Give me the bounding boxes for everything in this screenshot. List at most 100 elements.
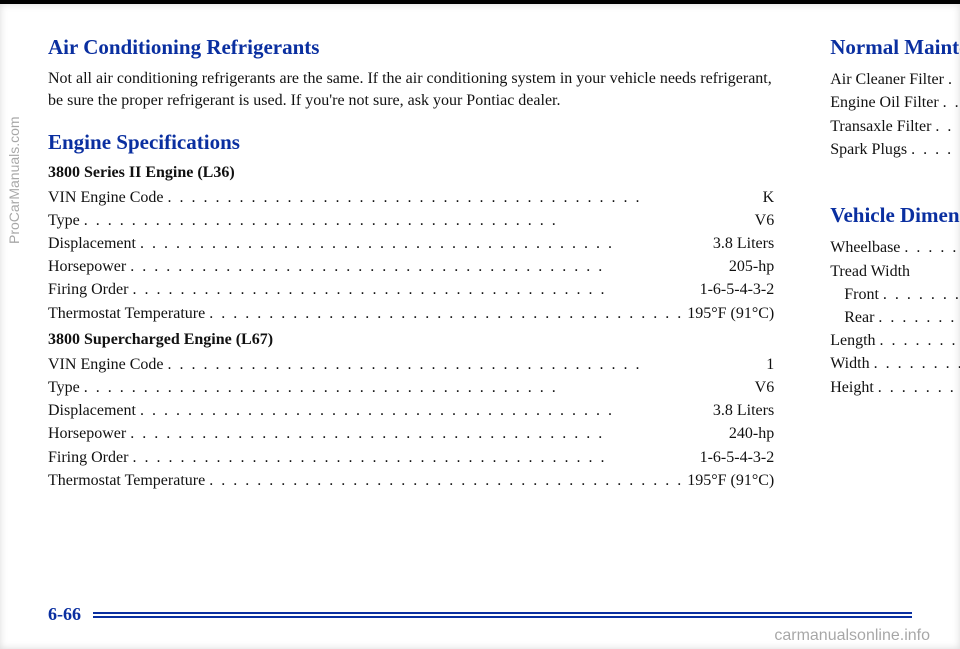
spec-row: Displacement . . . . . . . . . . . . . .… xyxy=(48,232,774,255)
spec-value: V6 xyxy=(755,376,775,399)
engine2-block: 3800 Supercharged Engine (L67) VIN Engin… xyxy=(48,331,774,492)
spec-label: Length xyxy=(830,329,875,352)
leader-dots: . . . . . . . . . . . . . . . . . . . . … xyxy=(939,91,960,114)
tread-width-label: Tread Width xyxy=(830,260,960,283)
content-columns: Air Conditioning Refrigerants Not all ai… xyxy=(48,34,912,498)
spark-plug-gap: Gap: 0.060 inch (1.52 mm) xyxy=(830,161,960,184)
spec-row: Thermostat Temperature . . . . . . . . .… xyxy=(48,302,774,325)
spec-label: Thermostat Temperature xyxy=(48,302,205,325)
page-footer: 6-66 xyxy=(48,604,912,625)
leader-dots: . . . . . . . . . . . . . . . . . . . . … xyxy=(80,376,755,399)
maintenance-title: Normal Maintenance Replacement Parts xyxy=(830,34,960,60)
leader-dots: . . . . . . . . . . . . . . . . . . . . … xyxy=(164,353,767,376)
spec-row: Horsepower . . . . . . . . . . . . . . .… xyxy=(48,255,774,278)
spec-label: Thermostat Temperature xyxy=(48,469,205,492)
spec-label: Wheelbase xyxy=(830,236,900,259)
dimensions-section: Vehicle Dimensions Wheelbase . . . . . .… xyxy=(830,202,960,399)
spec-label: Transaxle Filter xyxy=(830,115,931,138)
leader-dots: . . . . . . . . . . . . . . . . . . . . … xyxy=(80,209,755,232)
spec-value: 3.8 Liters xyxy=(713,232,774,255)
spec-value: 1 xyxy=(766,353,774,376)
leader-dots: . . . . . . . . . . . . . . . . . . . . … xyxy=(136,232,713,255)
leader-dots: . . . . . . . . . . . . . . . . . . . . … xyxy=(126,255,729,278)
left-column: Air Conditioning Refrigerants Not all ai… xyxy=(48,34,774,498)
spec-row: VIN Engine Code . . . . . . . . . . . . … xyxy=(48,186,774,209)
spec-value: 240-hp xyxy=(729,422,774,445)
leader-dots: . . . . . . . . . . . . . . . . . . . . … xyxy=(879,283,960,306)
spec-label: VIN Engine Code xyxy=(48,353,164,376)
leader-dots: . . . . . . . . . . . . . . . . . . . . … xyxy=(870,352,960,375)
spec-value: 195°F (91°C) xyxy=(687,302,774,325)
spec-value: 195°F (91°C) xyxy=(687,469,774,492)
spec-row: Height . . . . . . . . . . . . . . . . .… xyxy=(830,376,960,399)
spec-row: Wheelbase . . . . . . . . . . . . . . . … xyxy=(830,236,960,259)
spec-label: Displacement xyxy=(48,232,136,255)
spec-label: Rear xyxy=(844,306,874,329)
maintenance-section: Normal Maintenance Replacement Parts Air… xyxy=(830,34,960,184)
spec-row: Horsepower . . . . . . . . . . . . . . .… xyxy=(48,422,774,445)
spec-row: Firing Order . . . . . . . . . . . . . .… xyxy=(48,278,774,301)
manual-page: ProCarManuals.com Air Conditioning Refri… xyxy=(0,0,960,649)
leader-dots: . . . . . . . . . . . . . . . . . . . . … xyxy=(944,68,960,91)
engine2-heading: 3800 Supercharged Engine (L67) xyxy=(48,331,774,349)
leader-dots: . . . . . . . . . . . . . . . . . . . . … xyxy=(874,376,960,399)
spec-row: VIN Engine Code . . . . . . . . . . . . … xyxy=(48,353,774,376)
page-number: 6-66 xyxy=(48,604,81,625)
engine1-heading: 3800 Series II Engine (L36) xyxy=(48,164,774,182)
leader-dots: . . . . . . . . . . . . . . . . . . . . … xyxy=(876,329,960,352)
engine-spec-title: Engine Specifications xyxy=(48,129,774,155)
right-column: Normal Maintenance Replacement Parts Air… xyxy=(830,34,960,498)
spec-value: 1-6-5-4-3-2 xyxy=(700,278,775,301)
leader-dots: . . . . . . . . . . . . . . . . . . . . … xyxy=(128,278,699,301)
air-title: Air Conditioning Refrigerants xyxy=(48,34,774,60)
air-paragraph: Not all air conditioning refrigerants ar… xyxy=(48,68,774,111)
leader-dots: . . . . . . . . . . . . . . . . . . . . … xyxy=(164,186,763,209)
spec-row: Spark Plugs . . . . . . . . . . . . . . … xyxy=(830,138,960,161)
spec-row: Width . . . . . . . . . . . . . . . . . … xyxy=(830,352,960,375)
spec-label: Displacement xyxy=(48,399,136,422)
spec-row: Air Cleaner Filter . . . . . . . . . . .… xyxy=(830,68,960,91)
spec-value: 3.8 Liters xyxy=(713,399,774,422)
watermark-left: ProCarManuals.com xyxy=(6,116,22,244)
spec-row: Length . . . . . . . . . . . . . . . . .… xyxy=(830,329,960,352)
leader-dots: . . . . . . . . . . . . . . . . . . . . … xyxy=(931,115,960,138)
spec-value: K xyxy=(763,186,775,209)
leader-dots: . . . . . . . . . . . . . . . . . . . . … xyxy=(874,306,960,329)
spec-row: Engine Oil Filter . . . . . . . . . . . … xyxy=(830,91,960,114)
leader-dots: . . . . . . . . . . . . . . . . . . . . … xyxy=(907,138,960,161)
spec-value: 205-hp xyxy=(729,255,774,278)
leader-dots: . . . . . . . . . . . . . . . . . . . . … xyxy=(128,446,699,469)
spec-label: Tread Width xyxy=(830,260,910,283)
spec-label: Front xyxy=(844,283,879,306)
leader-dots: . . . . . . . . . . . . . . . . . . . . … xyxy=(900,236,960,259)
spec-row: Thermostat Temperature . . . . . . . . .… xyxy=(48,469,774,492)
spec-row: Front . . . . . . . . . . . . . . . . . … xyxy=(830,283,960,306)
spec-row: Displacement . . . . . . . . . . . . . .… xyxy=(48,399,774,422)
watermark-bottom-right: carmanualsonline.info xyxy=(774,627,930,645)
spec-label: Type xyxy=(48,376,80,399)
dimensions-title: Vehicle Dimensions xyxy=(830,202,960,228)
engine1-block: 3800 Series II Engine (L36) VIN Engine C… xyxy=(48,164,774,325)
spec-label: Air Cleaner Filter xyxy=(830,68,944,91)
leader-dots: . . . . . . . . . . . . . . . . . . . . … xyxy=(126,422,729,445)
spec-row: Firing Order . . . . . . . . . . . . . .… xyxy=(48,446,774,469)
spec-label: Horsepower xyxy=(48,255,126,278)
spec-row: Rear . . . . . . . . . . . . . . . . . .… xyxy=(830,306,960,329)
spec-label: Spark Plugs xyxy=(830,138,907,161)
spec-value: 1-6-5-4-3-2 xyxy=(700,446,775,469)
spec-row: Type . . . . . . . . . . . . . . . . . .… xyxy=(48,209,774,232)
spec-row: Transaxle Filter . . . . . . . . . . . .… xyxy=(830,115,960,138)
spec-row: Type . . . . . . . . . . . . . . . . . .… xyxy=(48,376,774,399)
spec-label: Horsepower xyxy=(48,422,126,445)
leader-dots: . . . . . . . . . . . . . . . . . . . . … xyxy=(136,399,713,422)
leader-dots: . . . . . . . . . . . . . . . . . . . . … xyxy=(205,469,687,492)
spec-label: Type xyxy=(48,209,80,232)
spec-label: Firing Order xyxy=(48,446,128,469)
footer-rule xyxy=(93,612,912,618)
air-conditioning-section: Air Conditioning Refrigerants Not all ai… xyxy=(48,34,774,111)
spec-label: Height xyxy=(830,376,874,399)
spec-label: Firing Order xyxy=(48,278,128,301)
spec-label: Width xyxy=(830,352,869,375)
spec-label: Engine Oil Filter xyxy=(830,91,938,114)
spec-label: VIN Engine Code xyxy=(48,186,164,209)
